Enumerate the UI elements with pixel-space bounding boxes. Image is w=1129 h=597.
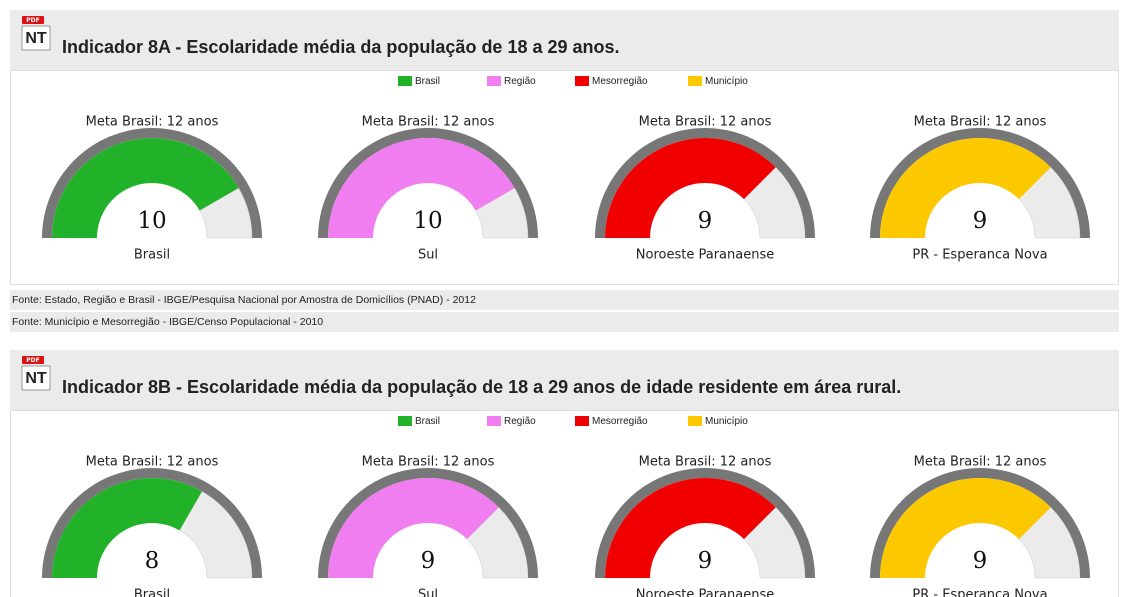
legend-label: Brasil — [415, 76, 440, 87]
gauge-fill — [52, 478, 202, 578]
gauge-label: Sul — [418, 248, 438, 263]
legend-label: Região — [504, 416, 536, 427]
gauge-rest — [475, 187, 529, 239]
gauge-fill — [605, 138, 776, 238]
icon-badge — [22, 356, 44, 364]
section-title: Indicador 8A - Escolaridade média da pop… — [62, 37, 620, 57]
legend-swatch — [398, 416, 412, 426]
gauge-value: 10 — [413, 208, 442, 234]
gauge-caption: Meta Brasil: 12 anos — [639, 115, 772, 130]
gauge-caption: Meta Brasil: 12 anos — [86, 455, 219, 470]
gauge-value: 10 — [137, 208, 166, 234]
gauge-caption: Meta Brasil: 12 anos — [86, 115, 219, 130]
gauge-fill — [52, 138, 239, 238]
gauge-fill — [880, 478, 1051, 578]
legend-label: Região — [504, 76, 536, 87]
gauge-fill — [328, 478, 499, 578]
legend-label: Mesorregião — [592, 76, 648, 87]
gauge-rest — [199, 187, 253, 239]
gauge-label: Sul — [418, 588, 438, 597]
gauge-fill — [605, 478, 776, 578]
gauge-value: 8 — [145, 548, 160, 574]
icon-badge — [22, 16, 44, 24]
source-band — [10, 312, 1119, 332]
gauge-fill — [328, 138, 515, 238]
icon-text: NT — [25, 30, 47, 47]
legend-swatch — [575, 416, 589, 426]
gauge-caption: Meta Brasil: 12 anos — [362, 115, 495, 130]
header-band — [10, 10, 1119, 70]
gauge-rest — [466, 506, 529, 579]
gauge-caption: Meta Brasil: 12 anos — [914, 455, 1047, 470]
icon-text: NT — [25, 370, 47, 387]
legend-swatch — [487, 416, 501, 426]
gauge-rest — [179, 491, 253, 579]
gauge-fill — [880, 138, 1051, 238]
gauge-rest — [743, 506, 806, 579]
icon-badge-text: PDF — [26, 17, 39, 24]
legend-swatch — [575, 76, 589, 86]
gauge-rest — [1018, 506, 1081, 579]
gauge-value: 9 — [973, 548, 988, 574]
gauge-label: Brasil — [134, 588, 170, 597]
gauge-value: 9 — [698, 548, 713, 574]
gauge-caption: Meta Brasil: 12 anos — [914, 115, 1047, 130]
legend-swatch — [398, 76, 412, 86]
source-text: Fonte: Estado, Região e Brasil - IBGE/Pe… — [12, 294, 476, 306]
legend-label: Município — [705, 416, 748, 427]
gauge-value: 9 — [421, 548, 436, 574]
gauge-label: PR - Esperanca Nova — [912, 588, 1047, 597]
source-band — [10, 290, 1119, 310]
section-title: Indicador 8B - Escolaridade média da pop… — [62, 377, 901, 397]
legend-label: Brasil — [415, 416, 440, 427]
icon-badge-text: PDF — [26, 357, 39, 364]
gauge-caption: Meta Brasil: 12 anos — [362, 455, 495, 470]
gauge-label: Brasil — [134, 248, 170, 263]
legend-swatch — [487, 76, 501, 86]
icon-page — [21, 365, 51, 391]
source-text: Fonte: Município e Mesorregião - IBGE/Ce… — [12, 316, 323, 328]
gauge-caption: Meta Brasil: 12 anos — [639, 455, 772, 470]
gauge-rest — [743, 166, 806, 239]
gauge-value: 9 — [973, 208, 988, 234]
legend-label: Mesorregião — [592, 416, 648, 427]
legend-swatch — [688, 416, 702, 426]
gauge-label: PR - Esperanca Nova — [912, 248, 1047, 263]
icon-page — [21, 25, 51, 51]
gauge-rest — [1018, 166, 1081, 239]
header-band — [10, 350, 1119, 410]
gauge-label: Noroeste Paranaense — [636, 248, 774, 263]
legend-swatch — [688, 76, 702, 86]
gauge-value: 9 — [698, 208, 713, 234]
legend-label: Município — [705, 76, 748, 87]
gauge-label: Noroeste Paranaense — [636, 588, 774, 597]
